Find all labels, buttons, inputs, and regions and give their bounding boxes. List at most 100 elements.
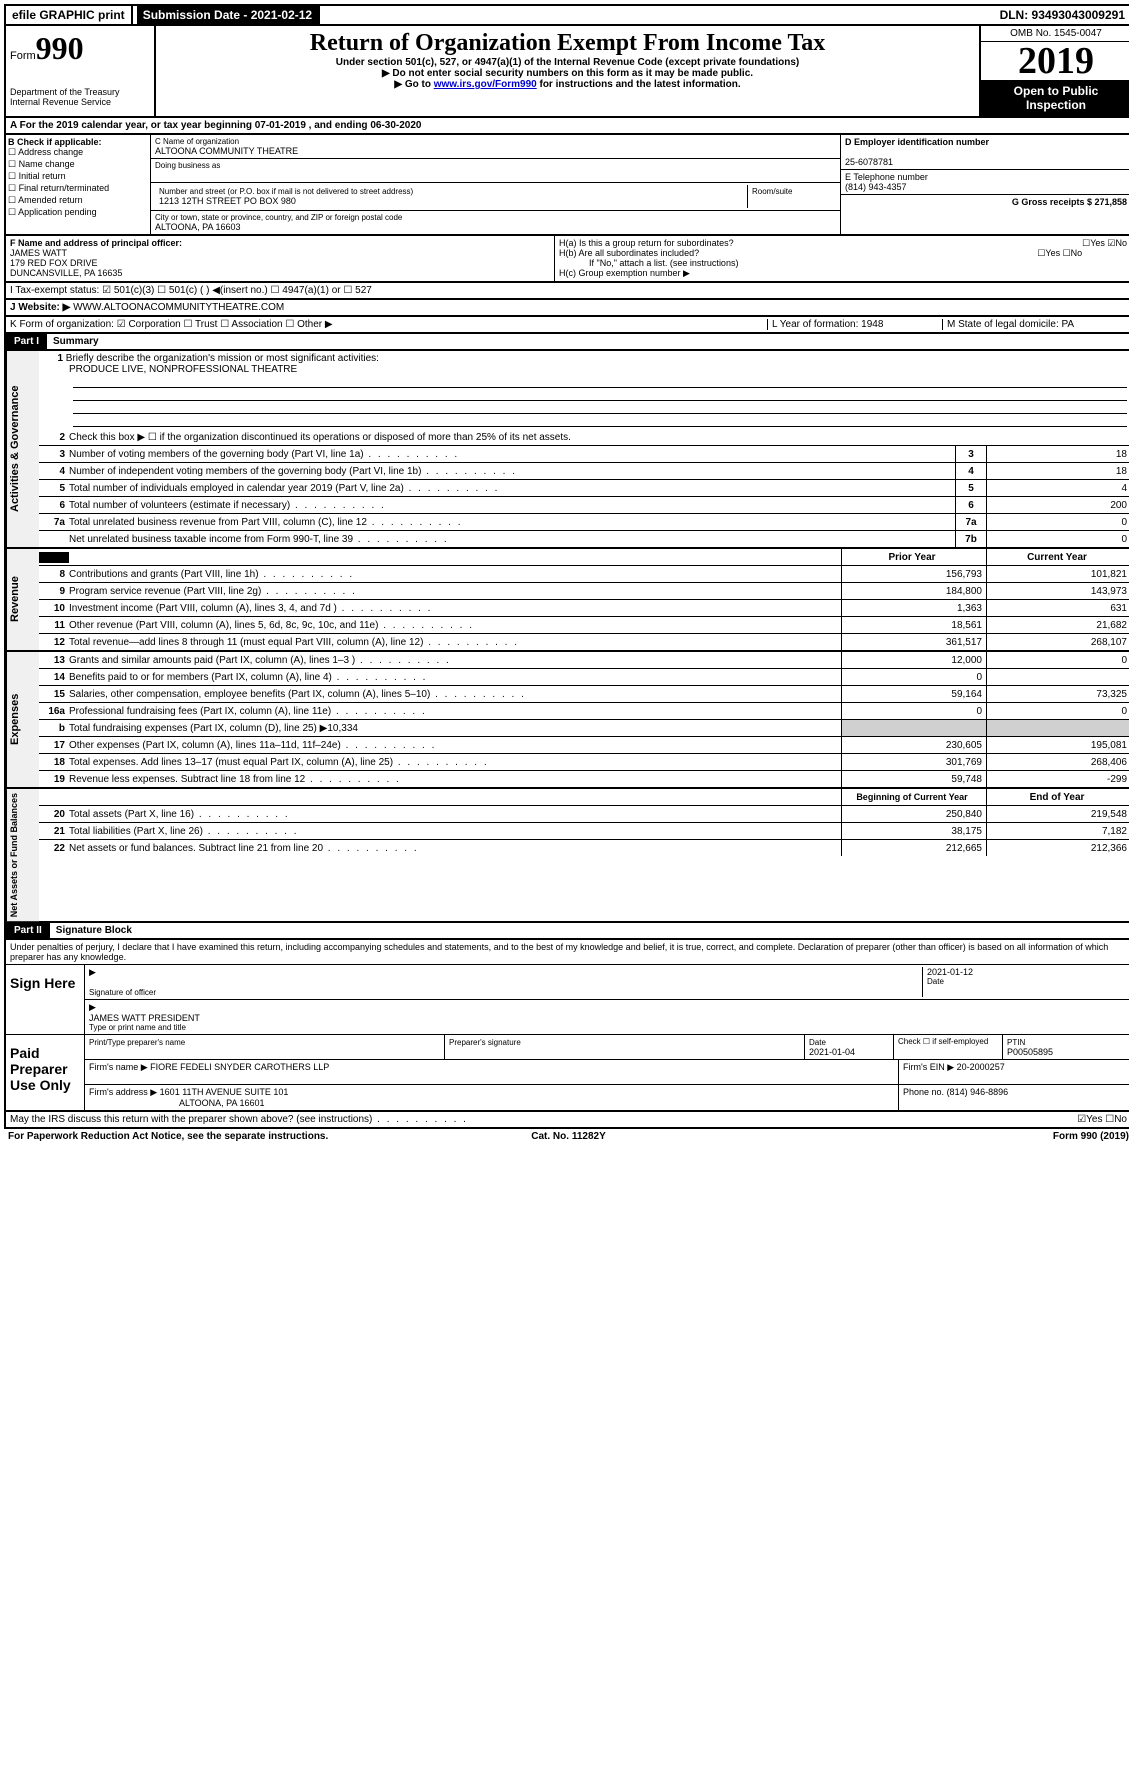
- col-d-identifiers: D Employer identification number 25-6078…: [840, 135, 1129, 234]
- website-value: WWW.ALTOONACOMMUNITYTHEATRE.COM: [73, 302, 284, 313]
- prior-value: 250,840: [841, 806, 986, 822]
- part-1-header: Part I Summary: [4, 334, 1129, 351]
- prior-value: 1,363: [841, 600, 986, 616]
- line-value: 0: [986, 531, 1129, 547]
- ein-label: D Employer identification number: [845, 137, 989, 147]
- line-box: 4: [955, 463, 986, 479]
- line-desc: Grants and similar amounts paid (Part IX…: [69, 654, 841, 667]
- line-box: 6: [955, 497, 986, 513]
- top-spacer: [324, 13, 989, 17]
- year-formation: L Year of formation: 1948: [767, 319, 942, 330]
- prior-value: 38,175: [841, 823, 986, 839]
- form990-link[interactable]: www.irs.gov/Form990: [434, 79, 537, 90]
- revenue-section: Revenue b Prior Year Current Year 8 Cont…: [4, 549, 1129, 652]
- line-num: 14: [39, 672, 69, 683]
- line-desc: Total number of individuals employed in …: [69, 482, 955, 495]
- current-value: 212,366: [986, 840, 1129, 856]
- perjury-text: Under penalties of perjury, I declare th…: [6, 940, 1129, 964]
- current-value: 7,182: [986, 823, 1129, 839]
- line-desc: Net unrelated business taxable income fr…: [69, 533, 955, 546]
- part-2-badge: Part II: [6, 923, 50, 938]
- website-row: J Website: ▶ WWW.ALTOONACOMMUNITYTHEATRE…: [4, 300, 1129, 317]
- governance-section: Activities & Governance 1 Briefly descri…: [4, 351, 1129, 549]
- sign-date: 2021-01-12: [927, 967, 1127, 977]
- line-box: 5: [955, 480, 986, 496]
- tax-exempt-status: I Tax-exempt status: ☑ 501(c)(3) ☐ 501(c…: [4, 283, 1129, 300]
- officer-addr2: DUNCANSVILLE, PA 16635: [10, 268, 122, 278]
- room-label: Room/suite: [748, 185, 836, 208]
- city-label: City or town, state or province, country…: [155, 213, 836, 222]
- discuss-yn[interactable]: ☑Yes ☐No: [1007, 1114, 1127, 1125]
- efile-label[interactable]: efile GRAPHIC print: [6, 6, 133, 24]
- dept-treasury: Department of the Treasury: [10, 87, 150, 97]
- state-domicile: M State of legal domicile: PA: [942, 319, 1127, 330]
- firm-ein: 20-2000257: [957, 1062, 1005, 1072]
- dba-label: Doing business as: [155, 161, 836, 170]
- discuss-text: May the IRS discuss this return with the…: [10, 1114, 1007, 1125]
- signer-name-label: Type or print name and title: [89, 1023, 1127, 1032]
- dept-irs: Internal Revenue Service: [10, 97, 150, 107]
- line-desc: Investment income (Part VIII, column (A)…: [69, 602, 841, 615]
- end-year-head: End of Year: [986, 789, 1129, 805]
- year-col: OMB No. 1545-0047 2019 Open to Public In…: [979, 26, 1129, 116]
- hb-yn[interactable]: ☐Yes ☐No: [1037, 248, 1082, 259]
- signature-block: Under penalties of perjury, I declare th…: [4, 940, 1129, 1112]
- line-num: 5: [39, 483, 69, 494]
- line-desc: Other expenses (Part IX, column (A), lin…: [69, 739, 841, 752]
- line-num: b: [39, 723, 69, 734]
- self-employed-check[interactable]: Check ☐ if self-employed: [894, 1035, 1003, 1059]
- phone-label: E Telephone number: [845, 172, 928, 182]
- prior-value: 230,605: [841, 737, 986, 753]
- ptin-value: P00505895: [1007, 1047, 1053, 1057]
- chk-amended[interactable]: Amended return: [18, 195, 83, 205]
- line-desc: Total assets (Part X, line 16): [69, 808, 841, 821]
- submission-date-button[interactable]: Submission Date - 2021-02-12: [137, 6, 320, 24]
- governance-tab: Activities & Governance: [6, 351, 39, 547]
- chk-initial-return[interactable]: Initial return: [19, 171, 66, 181]
- line-desc: Total fundraising expenses (Part IX, col…: [69, 722, 841, 735]
- prep-date-label: Date: [809, 1038, 826, 1047]
- chk-application-pending[interactable]: Application pending: [18, 207, 97, 217]
- line-2: Check this box ▶ ☐ if the organization d…: [69, 431, 1129, 444]
- line-num: 16a: [39, 706, 69, 717]
- signer-name: JAMES WATT PRESIDENT: [89, 1013, 1127, 1023]
- subtitle-1: Under section 501(c), 527, or 4947(a)(1)…: [160, 57, 975, 68]
- firm-name: FIORE FEDELI SNYDER CAROTHERS LLP: [150, 1062, 329, 1072]
- prior-value: 156,793: [841, 566, 986, 582]
- col-b-label: B Check if applicable:: [8, 137, 102, 147]
- current-value: 143,973: [986, 583, 1129, 599]
- firm-addr-label: Firm's address ▶: [89, 1087, 157, 1097]
- paperwork-notice: For Paperwork Reduction Act Notice, see …: [8, 1131, 382, 1142]
- ha-yn[interactable]: ☐Yes ☑No: [1082, 238, 1127, 249]
- firm-phone: (814) 946-8896: [947, 1087, 1009, 1097]
- chk-address-change[interactable]: Address change: [18, 147, 83, 157]
- prep-date: 2021-01-04: [809, 1047, 855, 1057]
- subtitle-3-post: for instructions and the latest informat…: [537, 79, 741, 90]
- line-desc: Program service revenue (Part VIII, line…: [69, 585, 841, 598]
- line-value: 4: [986, 480, 1129, 496]
- current-value: 21,682: [986, 617, 1129, 633]
- line-desc: Total revenue—add lines 8 through 11 (mu…: [69, 636, 841, 649]
- officer-group-row: F Name and address of principal officer:…: [4, 236, 1129, 283]
- firm-phone-label: Phone no.: [903, 1087, 944, 1097]
- line-num: 21: [39, 826, 69, 837]
- open-public-badge: Open to Public Inspection: [981, 80, 1129, 116]
- chk-final-return[interactable]: Final return/terminated: [19, 183, 110, 193]
- chk-name-change[interactable]: Name change: [19, 159, 75, 169]
- current-value: [986, 669, 1129, 685]
- form-label: Form: [10, 50, 36, 62]
- col-b-checkboxes: B Check if applicable: ☐ Address change …: [6, 135, 151, 234]
- line-desc: Salaries, other compensation, employee b…: [69, 688, 841, 701]
- line-desc: Contributions and grants (Part VIII, lin…: [69, 568, 841, 581]
- prior-year-head: Prior Year: [841, 549, 986, 565]
- prior-value: 361,517: [841, 634, 986, 650]
- line-value: 18: [986, 463, 1129, 479]
- net-assets-section: Net Assets or Fund Balances Beginning of…: [4, 789, 1129, 923]
- current-value: 0: [986, 703, 1129, 719]
- paid-preparer-label: Paid Preparer Use Only: [6, 1035, 85, 1110]
- line-num: 15: [39, 689, 69, 700]
- prior-value: 59,748: [841, 771, 986, 787]
- entity-info-grid: B Check if applicable: ☐ Address change …: [4, 135, 1129, 236]
- form-number: 990: [36, 30, 84, 66]
- gross-receipts: G Gross receipts $ 271,858: [1012, 197, 1127, 207]
